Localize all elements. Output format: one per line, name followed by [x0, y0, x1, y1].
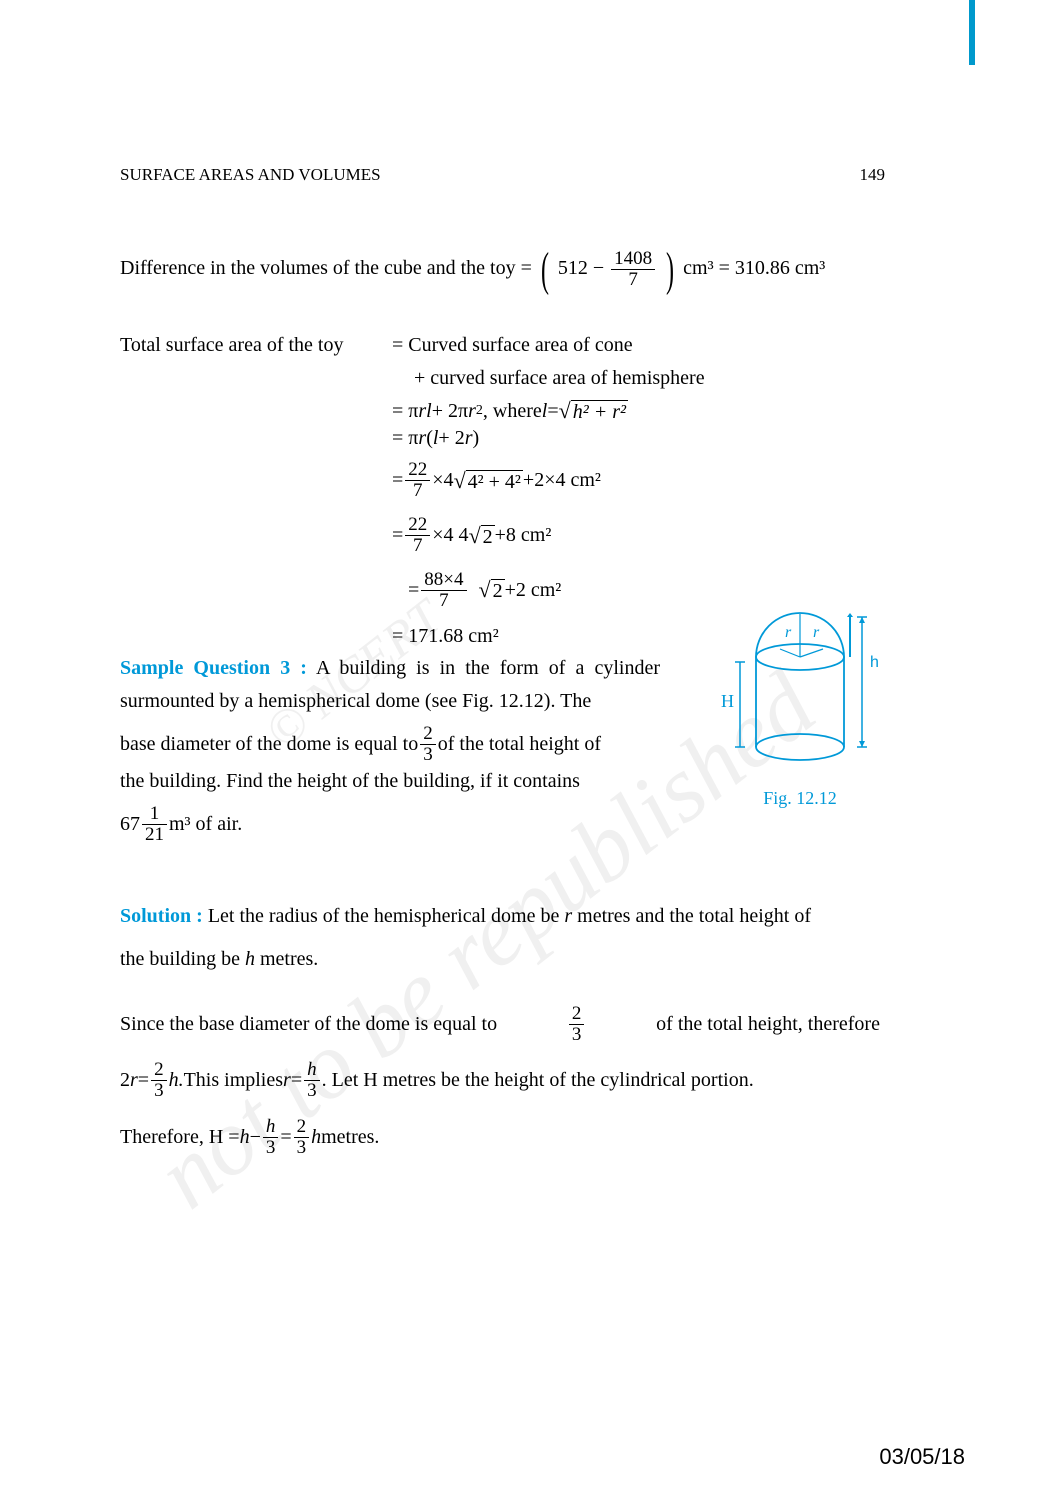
solution-para3: 2r = 23 h. This implies r = h3 . Let H m… — [120, 1060, 880, 1101]
solution-para1b: the building be h metres. — [120, 943, 880, 976]
solution-para1: Solution : Let the radius of the hemisph… — [120, 900, 880, 933]
paren-close: ) — [666, 230, 674, 309]
svg-text:H: H — [721, 691, 734, 711]
svg-text:r: r — [813, 624, 820, 641]
text: = Curved surface area of cone — [392, 329, 705, 362]
text: cm³ = 310.86 cm³ — [683, 257, 825, 279]
sample-q-line2: base diameter of the dome is equal to 23… — [120, 724, 660, 765]
chapter-title: SURFACE AREAS AND VOLUMES — [120, 165, 381, 185]
svg-text:r: r — [785, 624, 792, 641]
eq-line: = 88×47 2 +2 cm² — [120, 570, 880, 611]
fraction: 227 — [405, 515, 430, 556]
text: Difference in the volumes of the cube an… — [120, 257, 537, 279]
solution-para4: Therefore, H = h − h3 = 23 h metres. — [120, 1117, 880, 1158]
fraction: 23 — [294, 1117, 310, 1158]
sqrt: 2 — [469, 523, 495, 549]
page-header: SURFACE AREAS AND VOLUMES 149 — [120, 165, 880, 185]
fraction: 23 — [420, 724, 436, 765]
solution-para2: Since the base diameter of the dome is e… — [120, 1004, 880, 1045]
tsa-label: Total surface area of the toy — [120, 329, 392, 362]
fraction: 227 — [405, 460, 430, 501]
tsa-intro: Total surface area of the toy = Curved s… — [120, 329, 880, 395]
cylinder-dome-figure: r r H h — [715, 607, 885, 777]
sqrt: h² + r² — [559, 398, 628, 424]
sqrt: 4² + 4² — [454, 468, 523, 494]
value: 512 − — [558, 257, 604, 279]
fraction: h3 — [263, 1117, 279, 1158]
sample-q-line4: 67 121 m³ of air. — [120, 804, 880, 845]
text: + curved surface area of hemisphere — [392, 362, 705, 395]
date-stamp: 03/05/18 — [879, 1444, 965, 1470]
fraction: 1408 7 — [611, 249, 655, 290]
sample-q-label: Sample Question 3 : — [120, 657, 307, 679]
figure-container: r r H h Fig. 12.12 — [710, 607, 890, 809]
accent-bar — [969, 0, 975, 65]
eq-line: = πr ( l + 2r) — [120, 427, 880, 450]
sample-q-line3: the building. Find the height of the bui… — [120, 765, 660, 798]
eq-line: = 227 ×4 4² + 4² +2×4 cm² — [120, 460, 880, 501]
svg-text:h: h — [870, 654, 879, 671]
sample-question: Sample Question 3 : A building is in the… — [120, 652, 660, 718]
eq-line: = 227 ×4 4 2 +8 cm² — [120, 515, 880, 556]
fraction: h3 — [304, 1060, 320, 1101]
page-number: 149 — [860, 165, 886, 185]
paren-open: ( — [541, 230, 549, 309]
fraction: 23 — [151, 1060, 167, 1101]
sqrt: 2 — [479, 577, 505, 603]
difference-line: Difference in the volumes of the cube an… — [120, 230, 880, 309]
fraction: 88×47 — [421, 570, 466, 611]
figure-caption: Fig. 12.12 — [710, 788, 890, 809]
fraction: 121 — [142, 804, 167, 845]
solution-label: Solution : — [120, 905, 203, 927]
fraction: 23 — [569, 1004, 585, 1045]
tsa-formula: = πrl + 2πr2, where l = h² + r² — [120, 398, 880, 424]
